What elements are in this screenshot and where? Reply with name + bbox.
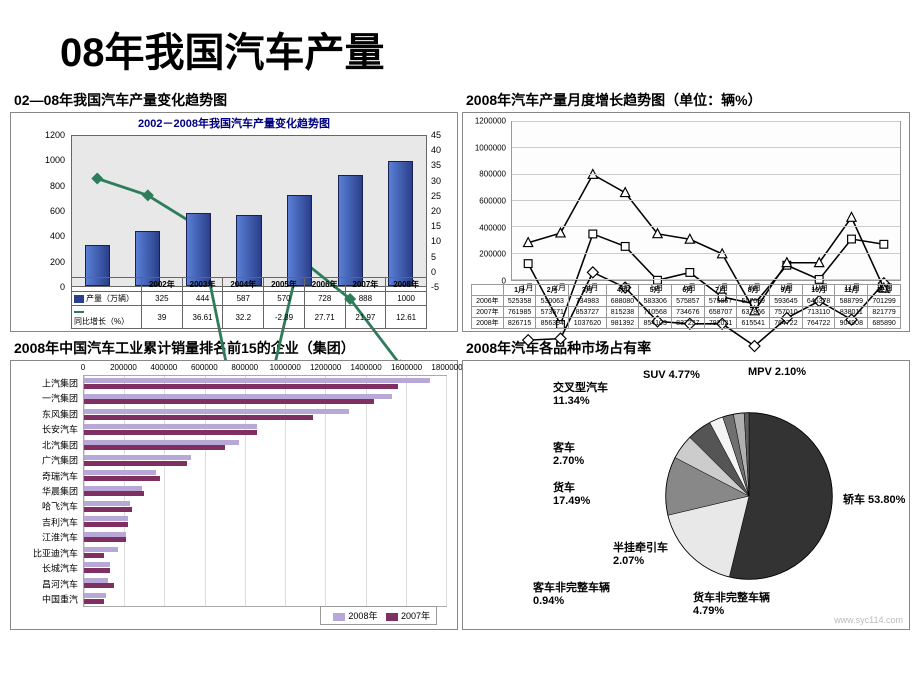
pie-label: 客车非完整车辆0.94% — [533, 579, 610, 607]
chart2-y-axis: 020000040000060000080000010000001200000 — [463, 121, 509, 281]
chart1-data-table: 2002年2003年2004年2005年2006年2007年2008年产量（万辆… — [71, 277, 427, 329]
legend-label-2007: 2007年 — [401, 611, 430, 621]
chart1: 2002－2008年我国汽车产量变化趋势图 020040060080010001… — [10, 112, 458, 332]
chart2-title: 2008年汽车产量月度增长趋势图（单位：辆%） — [462, 88, 910, 112]
chart1-plot — [71, 135, 427, 287]
pie-label: 轿车 53.80% — [843, 491, 905, 507]
chart3: 0200000400000600000800000100000012000001… — [10, 360, 458, 630]
panel-chart4: 2008年汽车各品种市场占有率 www.syc114.com 轿车 53.80%… — [462, 336, 910, 630]
pie-label: MPV 2.10% — [748, 366, 806, 378]
chart4-pie-svg — [649, 396, 849, 596]
chart-grid: 02—08年我国汽车产量变化趋势图 2002－2008年我国汽车产量变化趋势图 … — [0, 88, 920, 630]
panel-chart1: 02—08年我国汽车产量变化趋势图 2002－2008年我国汽车产量变化趋势图 … — [10, 88, 458, 332]
panel-chart3: 2008年中国汽车工业累计销量排名前15的企业（集团） 020000040000… — [10, 336, 458, 630]
chart2-data-table: 1月2月3月4月5月6月7月8月9月10月11月12月2006年52535853… — [471, 284, 901, 329]
chart1-y-left-axis: 020040060080010001200 — [11, 135, 69, 287]
chart4-pie — [649, 396, 849, 596]
chart2: 020000040000060000080000010000001200000 … — [462, 112, 910, 332]
chart4-watermark: www.syc114.com — [834, 615, 903, 625]
pie-label: 客车2.70% — [553, 439, 584, 467]
chart2-plot — [511, 121, 901, 281]
chart1-title: 02—08年我国汽车产量变化趋势图 — [10, 88, 458, 112]
pie-label: 货车非完整车辆4.79% — [693, 589, 770, 617]
pie-label: 货车17.49% — [553, 479, 590, 507]
panel-chart2: 2008年汽车产量月度增长趋势图（单位：辆%） 0200000400000600… — [462, 88, 910, 332]
chart1-y-right-axis: -5051015202530354045 — [429, 135, 457, 287]
main-title: 08年我国汽车产量 — [0, 0, 920, 88]
chart3-y-labels: 上汽集团一汽集团东风集团长安汽车北汽集团广汽集团奇瑞汽车华晨集团哈飞汽车吉利汽车… — [11, 375, 81, 607]
legend-label-2008: 2008年 — [348, 611, 377, 621]
chart3-legend: 2008年 2007年 — [320, 606, 437, 625]
pie-label: SUV 4.77% — [643, 369, 700, 381]
legend-swatch-2008 — [333, 613, 345, 621]
pie-label: 交叉型汽车11.34% — [553, 379, 608, 407]
chart3-plot — [83, 375, 447, 607]
chart1-inner-title: 2002－2008年我国汽车产量变化趋势图 — [11, 113, 457, 133]
chart4: www.syc114.com 轿车 53.80% 货车17.49% 交叉型汽车11.… — [462, 360, 910, 630]
pie-label: 半挂牵引车2.07% — [613, 539, 668, 567]
legend-swatch-2007 — [386, 613, 398, 621]
